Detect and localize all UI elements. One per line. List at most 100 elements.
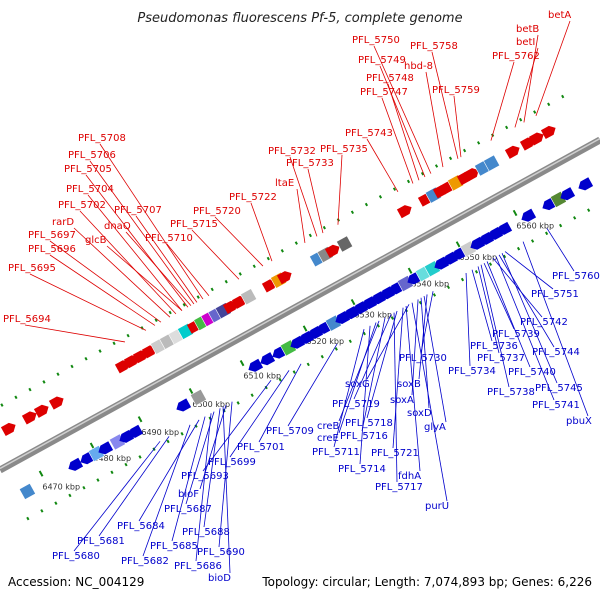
bottom-gene-label: creB	[317, 421, 340, 432]
bottom-gene-label: PFL_5721	[371, 448, 419, 459]
top-gene-label: PFL_5704	[66, 184, 114, 195]
bottom-gene-label: PFL_5680	[52, 551, 100, 562]
kbp-tick	[407, 267, 413, 274]
bottom-gene-label: creE	[317, 433, 339, 444]
kbp-tick	[302, 325, 308, 332]
bottom-gene-label-leader	[73, 441, 161, 552]
bottom-gene-label-leader	[393, 312, 398, 483]
top-gene-label: PFL_5750	[352, 35, 400, 46]
top-strand-gene-shape	[464, 168, 479, 182]
bottom-gene-label-leader	[203, 408, 221, 528]
top-strand-gene	[540, 125, 556, 140]
bottom-gene-label: PFL_5744	[532, 347, 580, 358]
bottom-gene-label-leader	[338, 322, 377, 434]
bottom-gene-label: bioD	[208, 573, 231, 584]
bottom-strand-gene	[18, 482, 36, 500]
top-gene-label: PFL_5720	[193, 206, 241, 217]
top-strand-gene-shape	[240, 288, 258, 306]
top-gene-label-leader	[125, 231, 192, 306]
top-gene-label: PFL_5708	[78, 133, 126, 144]
top-strand-gene	[483, 154, 501, 172]
top-gene-label: betB	[516, 24, 539, 35]
top-gene-label: rarD	[52, 217, 74, 228]
top-gene-label: PFL_5747	[360, 87, 408, 98]
bottom-gene-label-leader	[504, 251, 554, 290]
top-gene-label-leader	[166, 243, 210, 296]
top-gene-label-leader	[296, 188, 306, 243]
top-gene-label-leader	[79, 210, 177, 315]
top-gene-label: betI	[516, 37, 535, 48]
bottom-gene-label-leader	[486, 261, 531, 368]
top-gene-label: PFL_5705	[64, 164, 112, 175]
top-strand-gene-shape	[0, 422, 16, 437]
top-gene-label: hbd-8	[404, 61, 433, 72]
bottom-gene-label: pbuX	[566, 416, 592, 427]
bottom-gene-label-leader	[333, 329, 365, 448]
top-gene-label-leader	[89, 160, 195, 305]
top-gene-label-leader	[49, 254, 156, 326]
top-gene-label-leader	[73, 227, 171, 318]
bottom-gene-label: PFL_5737	[477, 353, 525, 364]
bottom-gene-label-leader	[142, 424, 191, 557]
top-strand-gene	[464, 168, 479, 182]
bottom-gene-label-leader	[353, 314, 392, 400]
bottom-gene-label-leader	[492, 257, 543, 318]
bottom-strand-gene	[560, 187, 576, 201]
genome-summary-text: Topology: circular; Length: 7,074,893 bp…	[261, 575, 592, 589]
kbp-tick-label: 6500 kbp	[192, 400, 230, 409]
bottom-gene-label: PFL_5740	[508, 367, 556, 378]
bottom-gene-label: fdhA	[398, 471, 421, 482]
top-strand-gene-shape	[504, 145, 520, 159]
top-gene-label-leader	[289, 156, 318, 237]
bottom-strand-gene	[497, 221, 513, 235]
bottom-strand-gene-shape	[521, 208, 537, 222]
bottom-gene-label: PFL_5760	[552, 271, 600, 282]
bottom-gene-label: PFL_5716	[340, 431, 388, 442]
backbone	[0, 89, 600, 521]
top-gene-label-leader	[307, 168, 324, 234]
top-gene-label: PFL_5732	[268, 146, 316, 157]
kbp-tick-label: 6550 kbp	[459, 253, 497, 262]
bottom-strand-gene-shape	[578, 177, 594, 191]
top-strand-gene	[276, 271, 292, 285]
top-gene-label-leader	[535, 20, 571, 117]
bottom-gene-label-leader	[361, 317, 386, 432]
top-gene-label-leader	[490, 61, 515, 141]
top-strand-gene-shape	[21, 411, 37, 425]
bottom-gene-label-leader	[420, 291, 434, 354]
top-gene-label: PFL_5715	[170, 219, 218, 230]
top-strand-gene	[504, 145, 520, 159]
bottom-strand-gene	[98, 441, 114, 455]
bottom-gene-label: PFL_5730	[399, 353, 447, 364]
accession-text: Accession: NC_004129	[8, 575, 144, 589]
bottom-gene-label-leader	[522, 241, 589, 417]
top-strand-gene-shape	[123, 355, 139, 369]
top-gene-label-leader	[250, 202, 273, 262]
top-strand-gene	[240, 288, 258, 306]
bottom-gene-label-leader	[229, 370, 290, 458]
bottom-strand-gene	[260, 352, 276, 366]
top-strand-gene	[132, 350, 148, 364]
top-gene-label-leader	[337, 154, 343, 225]
bottom-strand-gene	[248, 358, 264, 372]
top-gene-label: PFL_5735	[320, 144, 368, 155]
bottom-strand-gene-shape	[260, 352, 276, 366]
bottom-gene-label-leader	[411, 302, 448, 502]
bottom-strand-gene	[68, 457, 84, 471]
top-strand-gene	[48, 396, 64, 410]
bottom-gene-label-leader	[483, 262, 515, 330]
top-strand-gene	[123, 355, 139, 369]
top-strand-gene-shape	[132, 350, 148, 364]
bottom-gene-label-leader	[471, 269, 493, 342]
gene-features	[0, 125, 594, 500]
bottom-gene-label-leader	[287, 343, 338, 427]
top-gene-label: PFL_5722	[229, 192, 277, 203]
kbp-tick	[455, 241, 461, 248]
top-gene-label: PFL_5748	[366, 73, 414, 84]
top-strand-gene-shape	[519, 137, 535, 151]
top-gene-label-leader	[366, 138, 399, 192]
bottom-gene-label: PFL_5741	[532, 400, 580, 411]
top-strand-gene-shape	[222, 300, 238, 314]
